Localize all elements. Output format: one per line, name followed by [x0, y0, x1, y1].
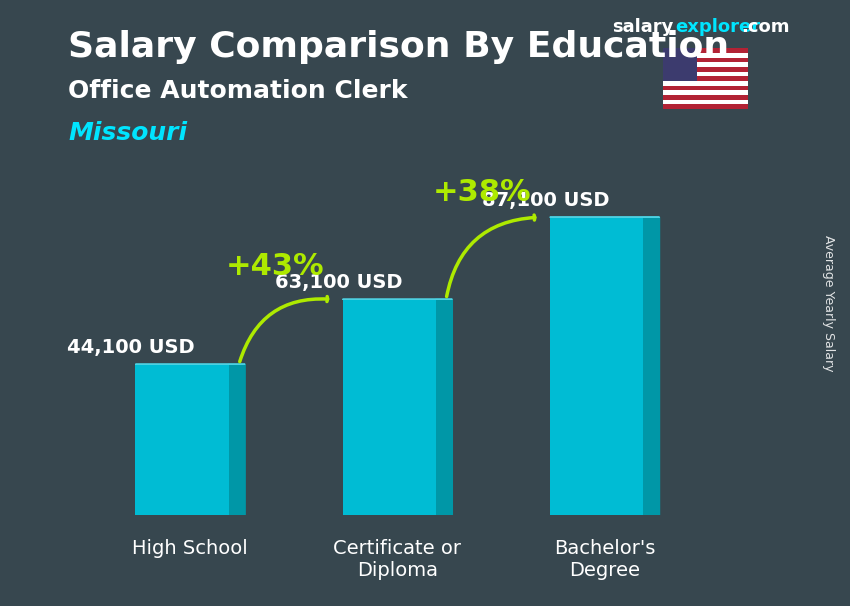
Bar [663, 62, 748, 67]
FancyBboxPatch shape [550, 217, 643, 515]
Bar [663, 90, 748, 95]
Text: Office Automation Clerk: Office Automation Clerk [68, 79, 407, 103]
Text: explorer: explorer [676, 18, 761, 36]
Bar [663, 48, 748, 53]
Bar [663, 76, 748, 81]
Text: 63,100 USD: 63,100 USD [275, 273, 402, 292]
FancyBboxPatch shape [135, 364, 229, 515]
Bar [663, 48, 697, 81]
Bar [663, 104, 748, 109]
Bar [663, 100, 748, 104]
Bar [663, 81, 748, 86]
Text: .com: .com [741, 18, 790, 36]
Text: +38%: +38% [433, 178, 532, 207]
Bar [663, 72, 748, 76]
Bar [663, 95, 748, 100]
Text: Missouri: Missouri [68, 121, 187, 145]
Text: Certificate or
Diploma: Certificate or Diploma [333, 539, 462, 580]
Text: 44,100 USD: 44,100 USD [67, 338, 195, 357]
Text: +43%: +43% [226, 251, 325, 281]
Text: Bachelor's
Degree: Bachelor's Degree [554, 539, 655, 580]
FancyBboxPatch shape [343, 299, 436, 515]
Text: Salary Comparison By Education: Salary Comparison By Education [68, 30, 729, 64]
Text: Average Yearly Salary: Average Yearly Salary [822, 235, 836, 371]
Text: salary: salary [612, 18, 673, 36]
Polygon shape [229, 364, 245, 515]
Text: High School: High School [133, 539, 248, 558]
Bar [663, 67, 748, 72]
Polygon shape [643, 217, 660, 515]
Text: 87,100 USD: 87,100 USD [482, 191, 609, 210]
Bar [663, 86, 748, 90]
Bar [663, 58, 748, 62]
Polygon shape [436, 299, 452, 515]
Bar [663, 53, 748, 58]
